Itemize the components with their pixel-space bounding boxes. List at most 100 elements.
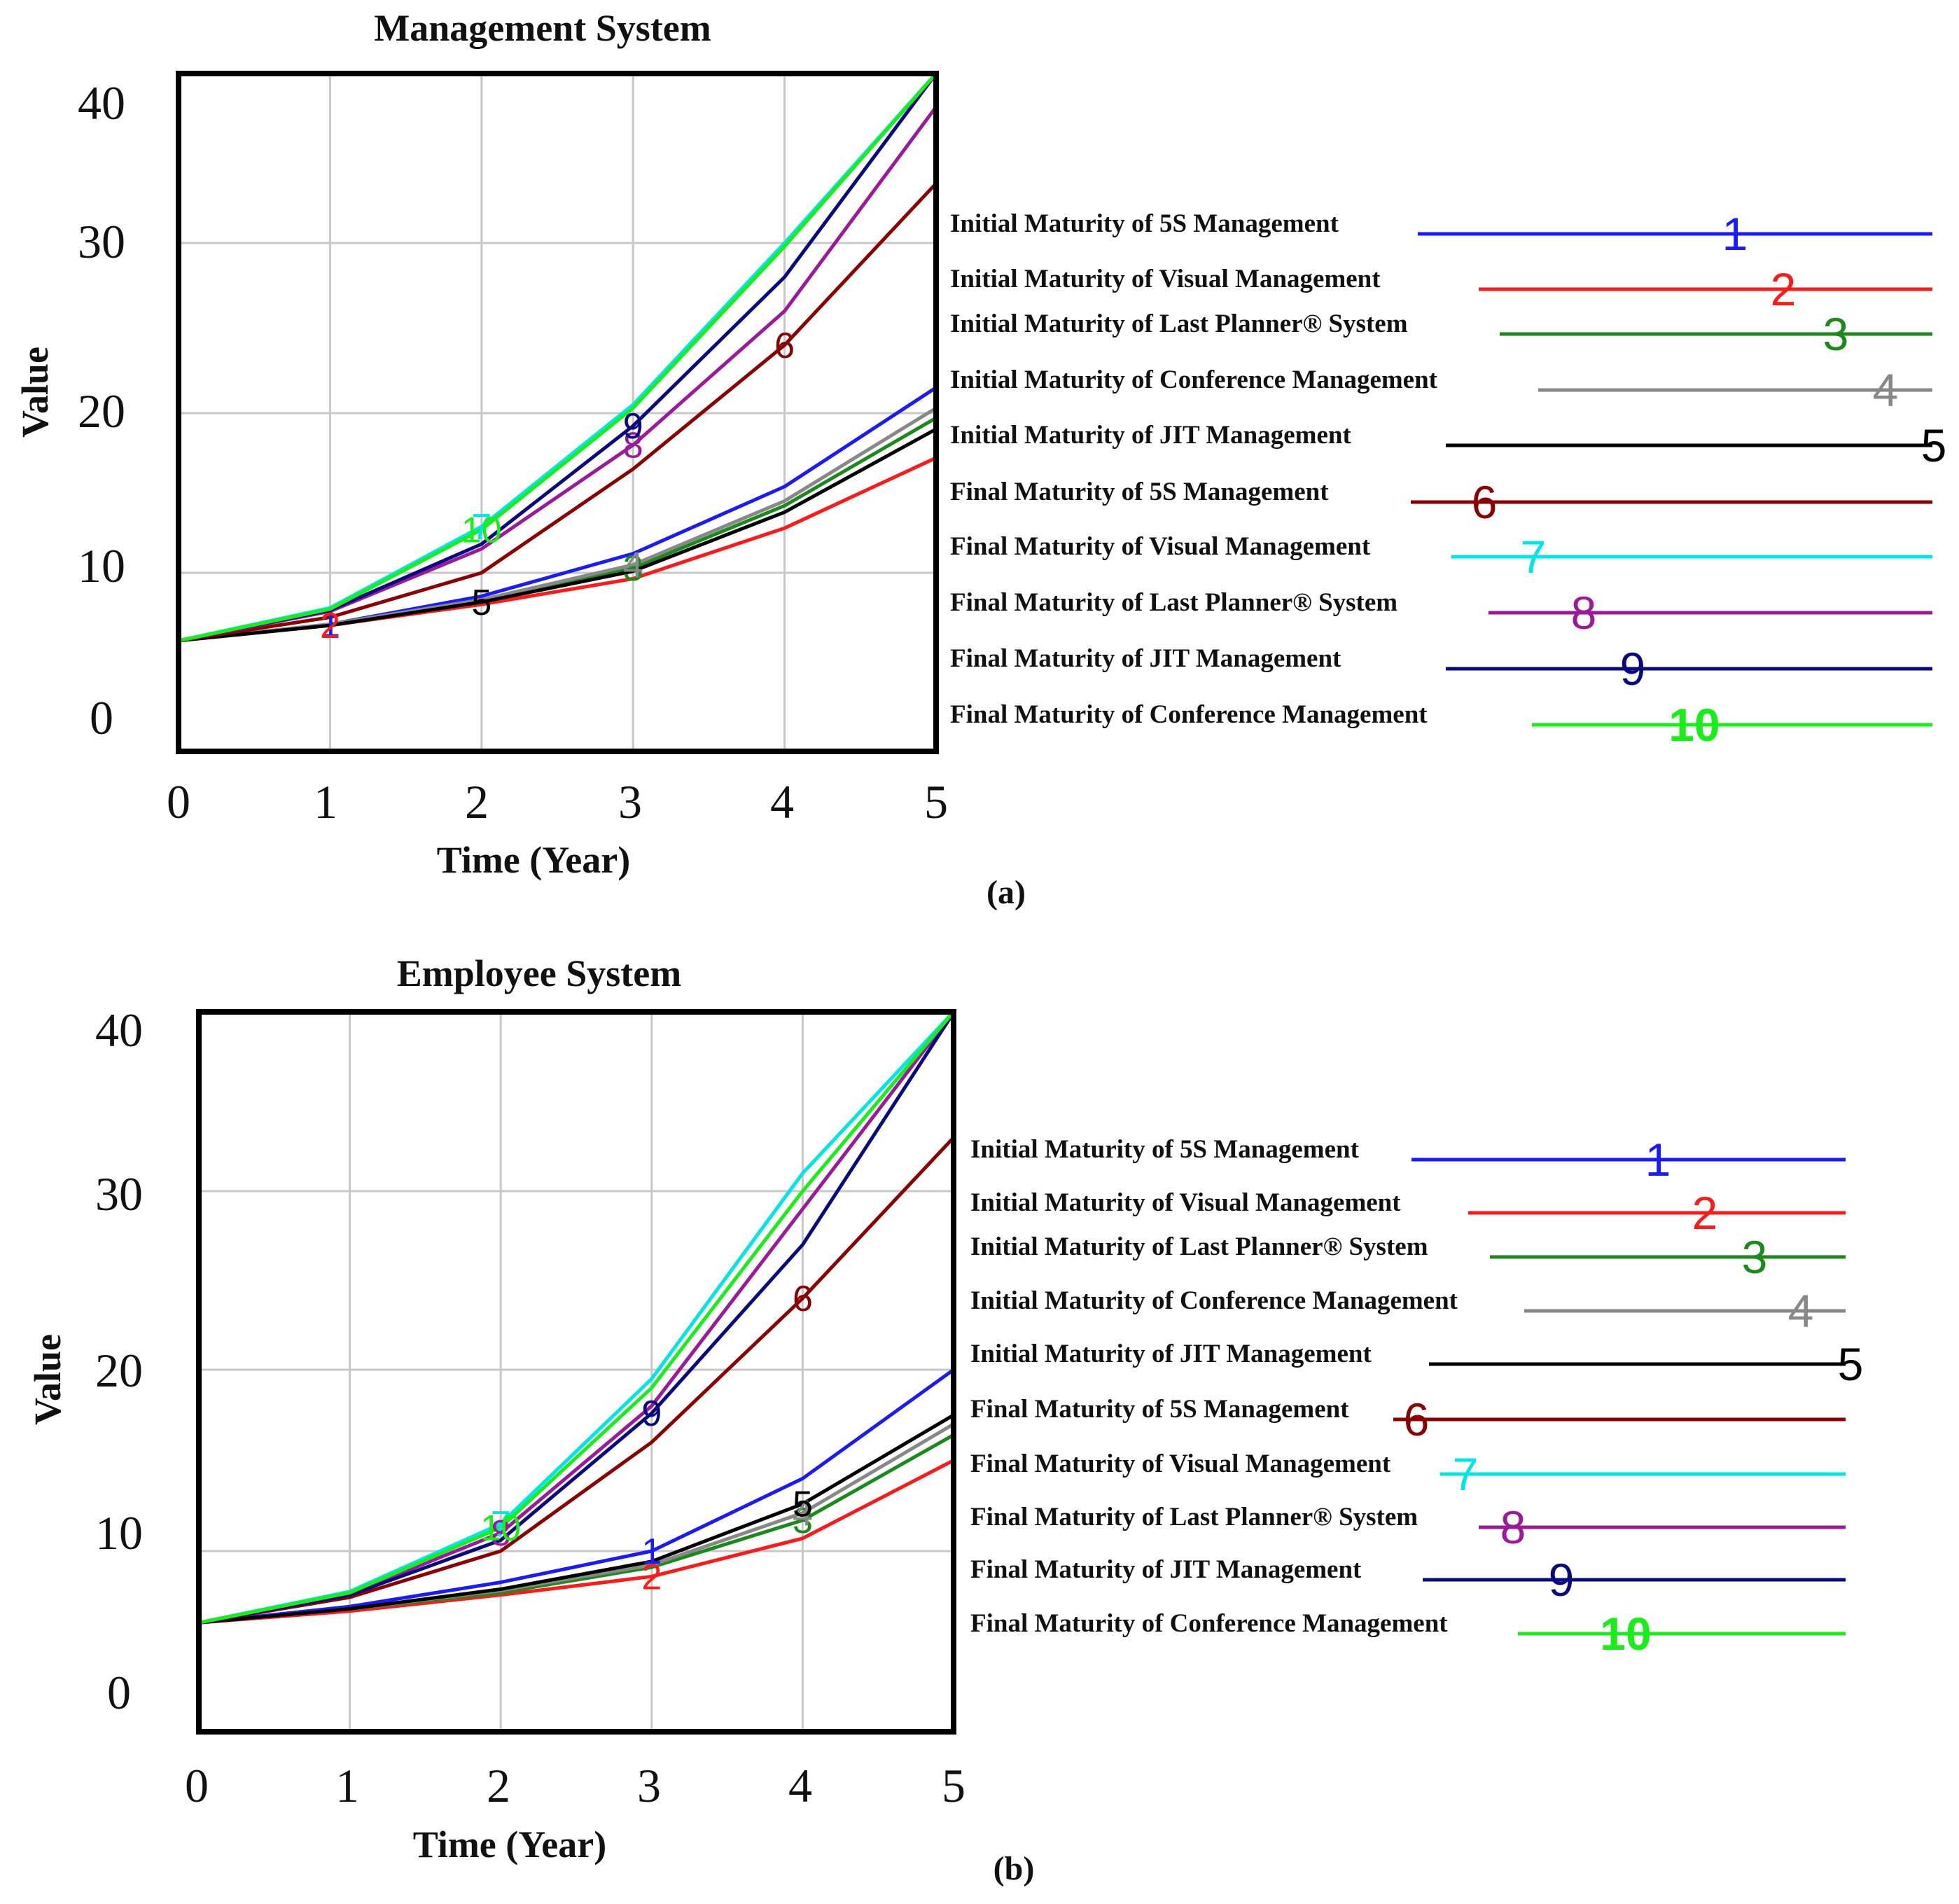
y-tick-label: 30: [78, 215, 125, 268]
legend-label-10: Final Maturity of Conference Management: [970, 1609, 1448, 1638]
legend-number-10: 10: [1600, 1608, 1651, 1660]
series-marker-3: 3: [793, 1501, 813, 1541]
series-line-5: [178, 427, 937, 643]
legend-label-9: Final Maturity of JIT Management: [970, 1555, 1362, 1584]
series-marker-5: 5: [793, 1485, 813, 1525]
x-tick-label: 1: [335, 1759, 359, 1812]
legend-number-8: 8: [1571, 587, 1597, 639]
legend: Initial Maturity of 5S Management 1 Initia…: [970, 1134, 1863, 1660]
legend-label-2: Initial Maturity of Visual Management: [970, 1188, 1401, 1217]
series-marker-4: 4: [793, 1494, 813, 1534]
legend: Initial Maturity of 5S Management 1 Initia…: [950, 208, 1946, 751]
y-tick-label: 40: [95, 1003, 143, 1057]
legend-number-4: 4: [1873, 364, 1899, 416]
legend-number-10: 10: [1668, 699, 1720, 751]
chart-panel-management: Management System Value Time (Year) (a) …: [14, 7, 1946, 911]
series-marker-9: 9: [641, 1394, 662, 1434]
y-tick-label: 20: [78, 384, 125, 438]
x-tick-label: 3: [618, 775, 642, 828]
plot-frame: [196, 1009, 956, 1735]
y-tick-label: 10: [78, 539, 125, 592]
legend-label-9: Final Maturity of JIT Management: [950, 644, 1341, 673]
grid: [199, 1012, 954, 1732]
x-tick-label: 0: [167, 775, 190, 828]
series-marker-3: 3: [623, 548, 643, 589]
legend-label-1: Initial Maturity of 5S Management: [970, 1135, 1360, 1164]
series-line-6: [198, 1136, 955, 1625]
x-tick-labels: 0 1 2 3 4 5: [185, 1759, 965, 1812]
y-tick-label: 40: [78, 76, 125, 130]
series-marker-2: 2: [320, 606, 340, 646]
y-tick-labels: 0 10 20 30 40: [78, 76, 125, 744]
series-marker-9: 9: [623, 406, 643, 447]
legend-number-7: 7: [1453, 1448, 1479, 1500]
series-marker-1: 1: [641, 1531, 662, 1572]
legend-number-5: 5: [1838, 1338, 1864, 1390]
legend-number-5: 5: [1921, 419, 1947, 471]
series-marker-8: 8: [623, 426, 643, 466]
y-axis-label: Value: [27, 1334, 69, 1425]
y-tick-label: 30: [95, 1167, 143, 1221]
legend-number-7: 7: [1521, 531, 1547, 583]
x-axis-label: Time (Year): [437, 839, 630, 881]
x-tick-label: 5: [942, 1759, 965, 1812]
legend-number-9: 9: [1620, 643, 1646, 695]
x-tick-label: 2: [465, 775, 489, 828]
x-tick-label: 2: [487, 1759, 510, 1812]
x-tick-label: 4: [788, 1759, 812, 1812]
series-line-10: [198, 1010, 955, 1625]
panel-label: (b): [994, 1850, 1035, 1887]
y-tick-labels: 0 10 20 30 40: [95, 1003, 143, 1719]
legend-label-3: Initial Maturity of Last Planner® System: [970, 1232, 1428, 1261]
x-tick-label: 3: [637, 1759, 661, 1812]
legend-label-1: Initial Maturity of 5S Management: [950, 209, 1339, 238]
x-tick-label: 5: [924, 775, 948, 828]
series-line-10: [178, 72, 937, 643]
legend-label-8: Final Maturity of Last Planner® System: [970, 1503, 1418, 1531]
legend-label-2: Initial Maturity of Visual Management: [950, 265, 1381, 293]
series-line-2: [198, 1459, 955, 1625]
x-tick-label: 4: [770, 775, 794, 828]
series-marker-7: 7: [491, 1504, 511, 1545]
series-line-5: [198, 1413, 955, 1625]
legend-label-6: Final Maturity of 5S Management: [950, 478, 1329, 506]
series-marker-6: 6: [774, 326, 795, 366]
y-axis-label: Value: [14, 347, 56, 438]
series-lines: [198, 1010, 956, 1625]
legend-label-10: Final Maturity of Conference Management: [950, 700, 1428, 729]
legend-label-5: Initial Maturity of JIT Management: [950, 421, 1351, 450]
legend-number-6: 6: [1404, 1394, 1430, 1445]
legend-label-8: Final Maturity of Last Planner® System: [950, 588, 1397, 617]
legend-label-6: Final Maturity of 5S Management: [970, 1395, 1349, 1424]
panel-label: (a): [987, 874, 1026, 911]
x-tick-labels: 0 1 2 3 4 5: [167, 775, 948, 828]
legend-label-5: Initial Maturity of JIT Management: [970, 1340, 1372, 1368]
y-tick-label: 10: [95, 1506, 143, 1559]
series-marker-10: 10: [461, 510, 502, 550]
series-marker-4: 4: [623, 546, 643, 586]
y-tick-label: 0: [107, 1666, 131, 1719]
legend-number-3: 3: [1823, 308, 1849, 360]
legend-label-3: Initial Maturity of Last Planner® System: [950, 310, 1408, 338]
chart-title: Employee System: [397, 952, 681, 994]
legend-number-2: 2: [1771, 263, 1797, 315]
series-marker-8: 8: [491, 1513, 511, 1554]
series-line-1: [198, 1368, 955, 1625]
y-tick-label: 0: [90, 691, 113, 744]
series-marker-10: 10: [480, 1508, 521, 1548]
legend-label-7: Final Maturity of Visual Management: [950, 532, 1371, 561]
plot-frame: [176, 71, 939, 754]
legend-label-4: Initial Maturity of Conference Managemen…: [970, 1286, 1458, 1315]
legend-label-7: Final Maturity of Visual Management: [970, 1450, 1391, 1478]
series-lines: [178, 72, 938, 643]
legend-number-1: 1: [1645, 1134, 1671, 1186]
series-marker-2: 2: [641, 1557, 662, 1597]
legend-number-2: 2: [1692, 1187, 1718, 1239]
x-tick-label: 0: [185, 1759, 209, 1812]
legend-number-8: 8: [1500, 1501, 1526, 1553]
legend-number-1: 1: [1722, 208, 1748, 260]
series-line-6: [178, 182, 937, 643]
